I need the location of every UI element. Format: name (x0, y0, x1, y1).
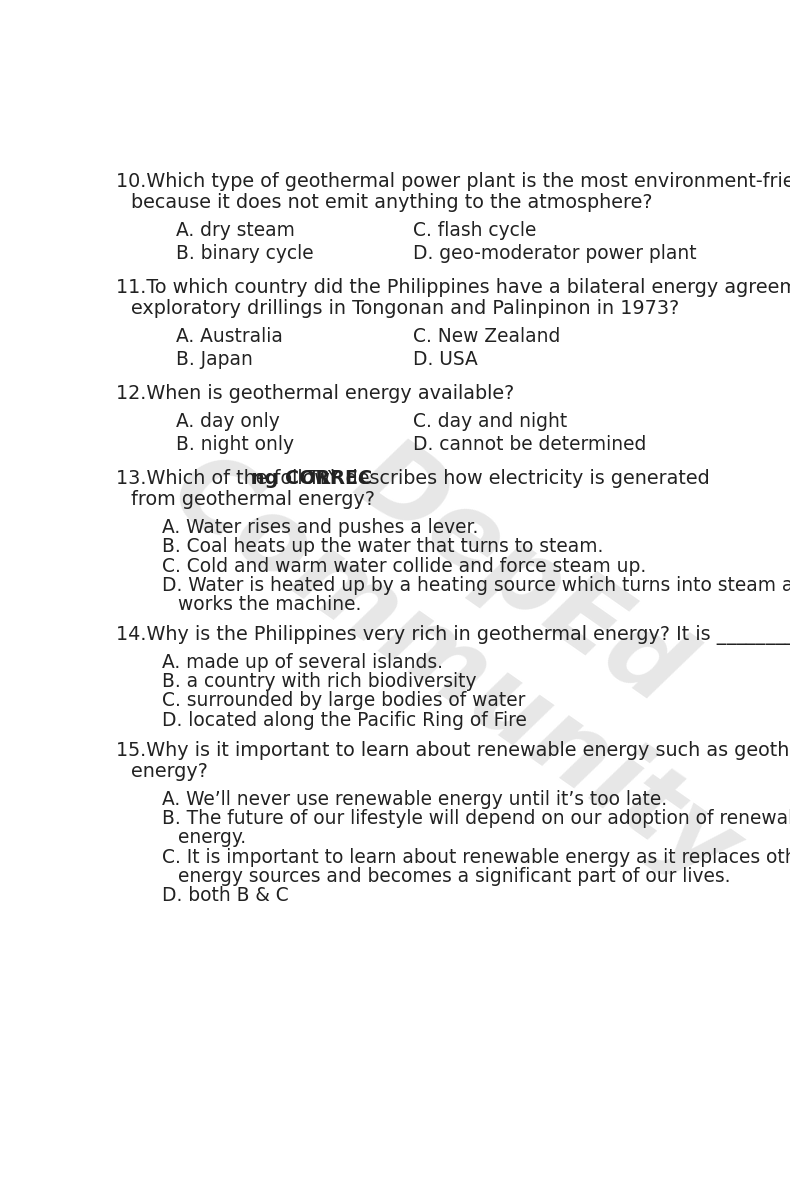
Text: C. Cold and warm water collide and force steam up.: C. Cold and warm water collide and force… (162, 556, 646, 575)
Text: 13.Which of the followi: 13.Which of the followi (116, 468, 335, 487)
Text: A. We’ll never use renewable energy until it’s too late.: A. We’ll never use renewable energy unti… (162, 790, 668, 809)
Text: D. both B & C: D. both B & C (162, 886, 289, 905)
Text: C. New Zealand: C. New Zealand (412, 327, 560, 346)
Text: 10.Which type of geothermal power plant is the most environment-friendly: 10.Which type of geothermal power plant … (116, 172, 790, 191)
Text: C. flash cycle: C. flash cycle (412, 221, 536, 240)
Text: A. made up of several islands.: A. made up of several islands. (162, 652, 443, 671)
Text: B. Japan: B. Japan (176, 350, 253, 369)
Text: A. dry steam: A. dry steam (176, 221, 295, 240)
Text: 11.To which country did the Philippines have a bilateral energy agreement for th: 11.To which country did the Philippines … (116, 278, 790, 296)
Text: because it does not emit anything to the atmosphere?: because it does not emit anything to the… (131, 193, 653, 212)
Text: D. Water is heated up by a heating source which turns into steam and: D. Water is heated up by a heating sourc… (162, 576, 790, 595)
Text: C. surrounded by large bodies of water: C. surrounded by large bodies of water (162, 691, 525, 710)
Text: 14.Why is the Philippines very rich in geothermal energy? It is _______________: 14.Why is the Philippines very rich in g… (116, 625, 790, 645)
Text: exploratory drillings in Tongonan and Palinpinon in 1973?: exploratory drillings in Tongonan and Pa… (131, 299, 679, 318)
Text: B. binary cycle: B. binary cycle (176, 244, 314, 263)
Text: D. cannot be determined: D. cannot be determined (412, 435, 646, 454)
Text: energy.: energy. (178, 828, 246, 847)
Text: 12.When is geothermal energy available?: 12.When is geothermal energy available? (116, 384, 514, 403)
Text: works the machine.: works the machine. (178, 595, 361, 614)
Text: C. It is important to learn about renewable energy as it replaces other: C. It is important to learn about renewa… (162, 848, 790, 867)
Text: energy sources and becomes a significant part of our lives.: energy sources and becomes a significant… (178, 867, 730, 886)
Text: 15.Why is it important to learn about renewable energy such as geothermal: 15.Why is it important to learn about re… (116, 740, 790, 759)
Text: ng CORREC: ng CORREC (251, 468, 373, 487)
Text: DepEd
Community: DepEd Community (151, 344, 790, 905)
Text: C. day and night: C. day and night (412, 412, 567, 431)
Text: D. geo-moderator power plant: D. geo-moderator power plant (412, 244, 696, 263)
Text: B. Coal heats up the water that turns to steam.: B. Coal heats up the water that turns to… (162, 537, 604, 556)
Text: TLY describes how electricity is generated: TLY describes how electricity is generat… (308, 468, 710, 487)
Text: A. day only: A. day only (176, 412, 280, 431)
Text: D. located along the Pacific Ring of Fire: D. located along the Pacific Ring of Fir… (162, 710, 527, 729)
Text: A. Australia: A. Australia (176, 327, 283, 346)
Text: energy?: energy? (131, 763, 209, 782)
Text: B. a country with rich biodiversity: B. a country with rich biodiversity (162, 672, 477, 691)
Text: D. USA: D. USA (412, 350, 477, 369)
Text: from geothermal energy?: from geothermal energy? (131, 490, 375, 509)
Text: B. The future of our lifestyle will depend on our adoption of renewable: B. The future of our lifestyle will depe… (162, 809, 790, 828)
Text: A. Water rises and pushes a lever.: A. Water rises and pushes a lever. (162, 518, 479, 537)
Text: B. night only: B. night only (176, 435, 294, 454)
